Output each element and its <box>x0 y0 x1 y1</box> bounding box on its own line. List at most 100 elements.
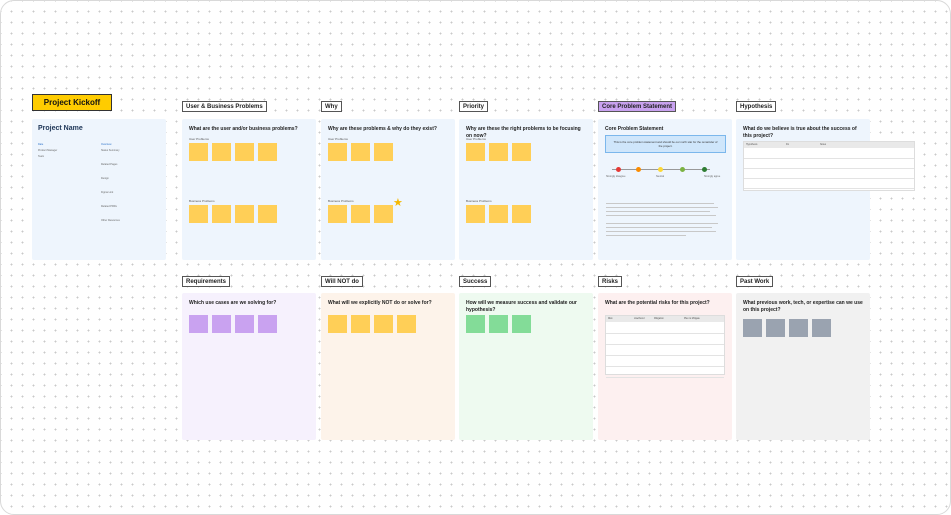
panel-question: What will we explicitly NOT do or solve … <box>328 300 432 306</box>
field-product-manager: Product Manager <box>38 149 58 152</box>
project-kickoff-label[interactable]: Project Kickoff <box>32 94 112 111</box>
text-line <box>606 235 686 236</box>
panel-risks[interactable]: What are the potential risks for this pr… <box>598 293 732 440</box>
sticky-note[interactable] <box>235 315 254 333</box>
sticky-note[interactable] <box>466 205 485 223</box>
sticky-note[interactable] <box>328 143 347 161</box>
sticky-note[interactable] <box>374 205 393 223</box>
tag-requirements[interactable]: Requirements <box>182 276 231 287</box>
scale-dot[interactable] <box>636 167 641 172</box>
field-overview: Overview <box>101 143 112 146</box>
panel-question: What are the user and/or business proble… <box>189 126 298 132</box>
scale-dot[interactable] <box>680 167 685 172</box>
sticky-note[interactable] <box>466 143 485 161</box>
panel-core-problem-statement[interactable]: Core Problem Statement This is the core … <box>598 119 732 260</box>
tag-why[interactable]: Why <box>321 101 342 112</box>
panel-question: What do we believe is true about the suc… <box>743 126 857 139</box>
scale-label-agree: Strongly agree <box>704 175 721 178</box>
text-line <box>606 207 718 208</box>
sticky-note[interactable] <box>258 315 277 333</box>
panel-hypothesis[interactable]: What do we believe is true about the suc… <box>736 119 915 260</box>
scale-dot[interactable] <box>616 167 621 172</box>
sticky-note[interactable] <box>512 143 531 161</box>
sticky-note[interactable] <box>766 319 785 337</box>
sticky-note[interactable] <box>212 143 231 161</box>
text-line <box>606 227 712 228</box>
sticky-note[interactable] <box>374 143 393 161</box>
text-line <box>606 223 718 224</box>
sticky-note[interactable] <box>351 143 370 161</box>
sticky-note[interactable] <box>397 315 416 333</box>
sticky-note[interactable] <box>351 315 370 333</box>
field-date: Date <box>38 143 44 146</box>
tag-risks[interactable]: Risks <box>598 276 623 287</box>
table-row <box>744 168 914 169</box>
sticky-note[interactable] <box>189 315 208 333</box>
panel-requirements[interactable]: Which use cases are we solving for? <box>182 293 316 440</box>
table-header-cell: Notes <box>820 143 827 146</box>
sticky-note[interactable] <box>489 143 508 161</box>
sub-user-problems: User Problems <box>466 137 486 141</box>
scale-dot[interactable] <box>702 167 707 172</box>
sticky-note[interactable] <box>812 319 831 337</box>
sticky-note[interactable] <box>489 315 508 333</box>
sticky-note[interactable] <box>328 315 347 333</box>
tag-past-work[interactable]: Past Work <box>736 276 774 287</box>
table-header <box>744 142 914 148</box>
tag-hypothesis[interactable]: Hypothesis <box>736 101 777 112</box>
field-status-summary: Status Summary <box>101 149 120 152</box>
tag-will-not-do[interactable]: Will NOT do <box>321 276 363 287</box>
sticky-note[interactable] <box>466 315 485 333</box>
sticky-note[interactable] <box>258 143 277 161</box>
risks-table: Risk Likelihood Mitigation Plan to Mitigate <box>605 315 725 378</box>
sub-user-problems: User Problems <box>328 137 348 141</box>
tag-success[interactable]: Success <box>459 276 492 287</box>
text-line <box>606 211 710 212</box>
star-icon: ★ <box>393 197 403 209</box>
panel-question: Which use cases are we solving for? <box>189 300 277 306</box>
panel-question: Core Problem Statement <box>605 126 664 132</box>
panel-question: Why are these the right problems to be f… <box>466 126 581 139</box>
sub-business-problems: Business Problems <box>466 199 492 203</box>
panel-will-not-do[interactable]: What will we explicitly NOT do or solve … <box>321 293 455 440</box>
sticky-note[interactable] <box>351 205 370 223</box>
field-related-prds: Related PRDs <box>101 205 117 208</box>
panel-user-business-problems[interactable]: What are the user and/or business proble… <box>182 119 316 260</box>
hypothesis-table: Hypothesis Fix Notes <box>743 141 915 191</box>
sticky-note[interactable] <box>235 205 254 223</box>
sticky-note[interactable] <box>189 205 208 223</box>
panel-past-work[interactable]: What previous work, tech, or expertise c… <box>736 293 870 440</box>
panel-success[interactable]: How will we measure success and validate… <box>459 293 593 440</box>
sticky-note[interactable] <box>512 205 531 223</box>
sticky-note[interactable] <box>258 205 277 223</box>
tag-priority[interactable]: Priority <box>459 101 489 112</box>
sticky-note[interactable] <box>189 143 208 161</box>
field-related-pages: Related Pages <box>101 163 118 166</box>
sticky-note[interactable] <box>212 205 231 223</box>
table-header <box>606 316 724 322</box>
scale-dot[interactable] <box>658 167 663 172</box>
field-other-resources: Other Resources <box>101 219 120 222</box>
sticky-note[interactable] <box>235 143 254 161</box>
project-info-panel[interactable]: Project Name Date Product Manager Team O… <box>32 119 166 260</box>
tag-user-business-problems[interactable]: User & Business Problems <box>182 101 267 112</box>
sub-business-problems: Business Problems <box>189 199 215 203</box>
field-figma-link: Figma Link <box>101 191 114 194</box>
sticky-note[interactable] <box>789 319 808 337</box>
project-name: Project Name <box>38 125 83 132</box>
sticky-note[interactable] <box>489 205 508 223</box>
panel-why[interactable]: Why are these problems & why do they exi… <box>321 119 455 260</box>
text-line <box>606 203 714 204</box>
sticky-note[interactable] <box>743 319 762 337</box>
core-statement-callout: This is the core problem statement and s… <box>605 135 726 153</box>
tag-core-problem-statement[interactable]: Core Problem Statement <box>598 101 677 112</box>
scale-label-neutral: Neutral <box>656 175 665 178</box>
sticky-note[interactable] <box>212 315 231 333</box>
sticky-note[interactable] <box>512 315 531 333</box>
panel-question: How will we measure success and validate… <box>466 300 577 313</box>
sticky-note[interactable] <box>328 205 347 223</box>
panel-priority[interactable]: Why are these the right problems to be f… <box>459 119 593 260</box>
sticky-note[interactable] <box>374 315 393 333</box>
text-line <box>606 215 716 216</box>
